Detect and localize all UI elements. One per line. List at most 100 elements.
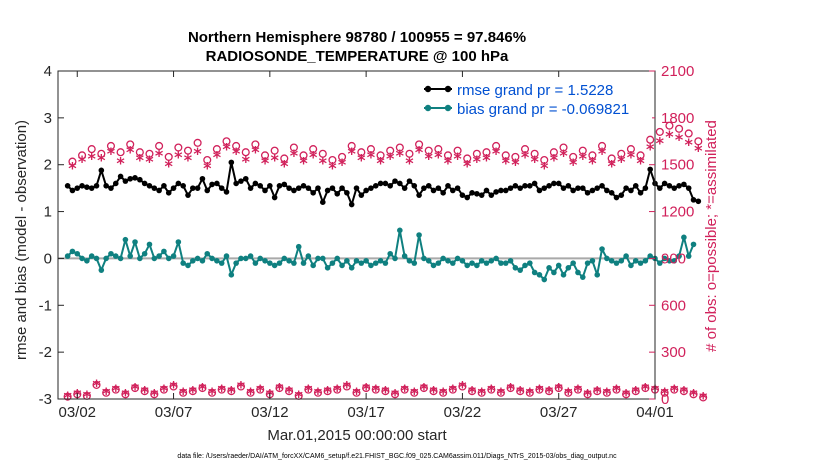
assimilated-obs-marker: * (559, 146, 568, 165)
assimilated-obs-marker: * (270, 150, 279, 169)
possible-obs-marker (193, 138, 202, 147)
bias-point (218, 260, 225, 266)
rmse-point (623, 185, 629, 191)
y-left-tick-label: -2 (39, 344, 52, 361)
possible-obs-marker (145, 149, 154, 158)
assimilated-obs-marker: * (453, 149, 462, 168)
possible-obs-marker (164, 152, 173, 161)
data-file-footer: data file: /Users/raeder/DAI/ATM_forcXX/… (177, 453, 617, 460)
rmse-point (594, 185, 601, 191)
rmse-point (368, 185, 374, 191)
possible-obs-marker (236, 382, 246, 391)
possible-obs-marker (97, 149, 106, 158)
rmse-point (387, 183, 394, 189)
rmse-point (228, 159, 235, 166)
bias-point (584, 260, 591, 266)
assimilated-obs-marker: * (92, 376, 101, 395)
y-right-tick-label: 300 (661, 344, 686, 361)
possible-obs-marker (169, 382, 178, 391)
assimilated-obs-marker: * (295, 387, 304, 406)
rmse-point (551, 180, 557, 187)
possible-obs-marker (260, 151, 270, 160)
chart-title: Northern Hemisphere 98780 / 100955 = 97.… (188, 29, 526, 46)
assimilated-obs-marker: * (463, 157, 472, 176)
possible-obs-marker (256, 385, 265, 394)
rmse-point (64, 183, 71, 189)
bias-point (498, 260, 504, 266)
rmse-point (512, 183, 519, 189)
rmse-point (676, 183, 682, 189)
assimilated-obs-marker: * (492, 144, 501, 163)
rmse-point (632, 183, 639, 189)
rmse-point (575, 185, 581, 191)
bias-point (483, 260, 490, 266)
legend-bias-label: bias grand pr = -0.069821 (457, 101, 629, 118)
assimilated-obs-marker: * (83, 387, 92, 406)
bias-point (214, 257, 220, 264)
assimilated-obs-marker: * (444, 154, 453, 173)
y-left-tick-label: 2 (44, 157, 52, 174)
y-axis-right-label: # of obs: o=possible; *=assimilated (703, 120, 720, 352)
bias-point (368, 262, 374, 269)
rmse-point (209, 181, 215, 188)
bias-point (295, 243, 302, 250)
bias-point (392, 255, 398, 262)
bias-point (478, 257, 485, 264)
assimilated-obs-marker: * (434, 147, 443, 166)
bias-point (488, 257, 495, 264)
rmse-point (262, 187, 268, 194)
assimilated-obs-marker: * (694, 141, 703, 160)
bias-point (560, 272, 567, 278)
bias-point (233, 260, 239, 266)
rmse-point (671, 185, 678, 191)
assimilated-obs-marker: * (622, 386, 631, 405)
assimilated-obs-marker: * (506, 379, 515, 398)
possible-obs-marker (588, 151, 597, 160)
assimilated-obs-marker: * (607, 157, 616, 176)
bias-point (613, 260, 620, 266)
rmse-point (319, 199, 326, 205)
assimilated-obs-marker: * (482, 150, 491, 169)
rmse-point (440, 190, 446, 196)
bias-point (151, 255, 158, 262)
bias-point (247, 253, 254, 259)
bias-point (512, 265, 519, 271)
bias-point (137, 255, 143, 262)
assimilated-obs-series: ****************************************… (63, 127, 708, 408)
possible-obs-marker (492, 141, 501, 151)
possible-obs-marker (357, 148, 366, 157)
assimilated-obs-marker: * (131, 379, 140, 398)
assimilated-obs-marker: * (155, 146, 164, 165)
possible-obs-marker (203, 155, 212, 165)
y-axis-left-label: rmse and bias (model - observation) (13, 120, 30, 360)
rmse-point (190, 185, 196, 191)
assimilated-obs-marker: * (333, 381, 342, 400)
assimilated-obs-marker: * (97, 150, 106, 169)
rmse-point (584, 190, 591, 196)
possible-obs-marker (540, 155, 549, 165)
x-tick-label: 04/01 (636, 404, 674, 421)
bias-point (170, 253, 177, 259)
chart-subtitle: RADIOSONDE_TEMPERATURE @ 100 hPa (206, 48, 509, 65)
rmse-point (608, 190, 615, 196)
assimilated-obs-marker: * (449, 381, 458, 400)
possible-obs-marker (323, 387, 332, 396)
bias-point (199, 257, 206, 264)
bias-point (127, 253, 134, 259)
bias-point (267, 260, 273, 266)
bias-point (175, 239, 182, 245)
x-axis-label: Mar.01,2015 00:00:00 start (267, 427, 447, 444)
assimilated-obs-marker: * (251, 143, 260, 162)
y-right-tick-label: 1500 (661, 157, 694, 174)
possible-obs-marker (299, 151, 308, 160)
rmse-point (175, 180, 182, 187)
possible-obs-marker (463, 154, 472, 163)
possible-obs-marker (130, 384, 140, 393)
possible-obs-marker (87, 145, 96, 154)
y-left-tick-label: 1 (44, 204, 52, 221)
rmse-point (401, 185, 408, 191)
bias-point (551, 269, 557, 276)
rmse-point (372, 183, 379, 189)
assimilated-obs-marker: * (473, 152, 482, 171)
possible-obs-marker (208, 388, 217, 397)
